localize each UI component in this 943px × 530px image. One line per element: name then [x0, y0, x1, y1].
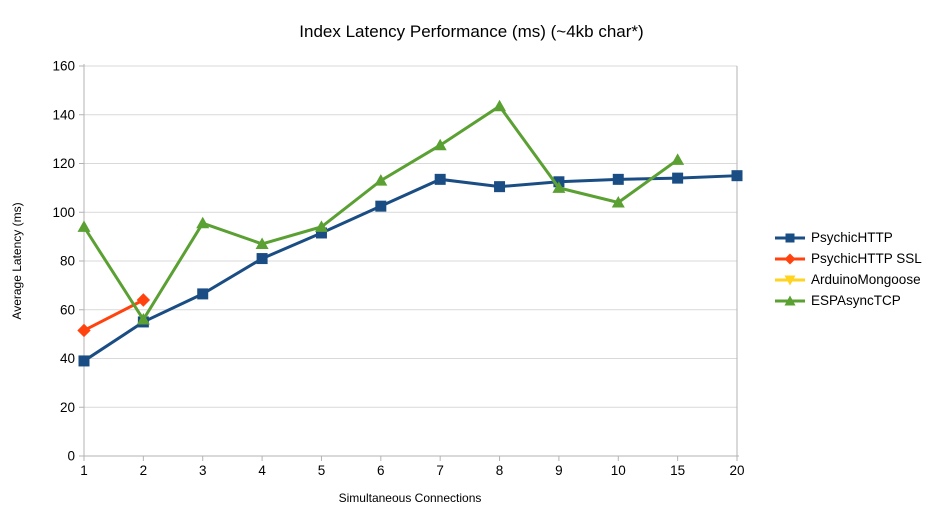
y-tick-label: 0: [67, 449, 75, 464]
legend-label: PsychicHTTP: [811, 230, 893, 245]
marker-square: [731, 170, 743, 182]
x-tick-label: 10: [611, 463, 626, 478]
marker-square: [494, 181, 506, 193]
marker-triangle-up: [136, 313, 150, 325]
legend-marker-diamond-icon: [775, 253, 805, 264]
y-tick-label: 40: [60, 351, 75, 366]
marker-triangle-up: [671, 153, 685, 165]
y-tick-label: 120: [52, 156, 75, 171]
x-tick-label: 15: [670, 463, 685, 478]
legend-label: PsychicHTTP SSL: [811, 251, 922, 266]
marker-square: [612, 173, 624, 185]
x-tick-label: 4: [258, 463, 266, 478]
marker-diamond: [77, 323, 91, 338]
marker-triangle-up: [77, 220, 91, 232]
x-tick-label: 2: [140, 463, 148, 478]
marker-square: [434, 173, 446, 185]
marker-square: [78, 355, 90, 367]
y-tick-label: 160: [52, 59, 75, 74]
legend-label: ESPAsyncTCP: [811, 293, 901, 308]
legend-item: PsychicHTTP SSL: [775, 248, 922, 269]
marker-square: [672, 172, 684, 184]
chart-title: Index Latency Performance (ms) (~4kb cha…: [299, 22, 644, 41]
marker-triangle-up: [255, 237, 269, 249]
marker-diamond: [136, 293, 151, 307]
y-tick-label: 60: [60, 302, 75, 317]
legend-item: ESPAsyncTCP: [775, 290, 922, 311]
series-line: [82, 104, 679, 323]
marker-triangle-up: [552, 181, 566, 193]
x-tick-label: 1: [80, 463, 88, 478]
x-tick-label: 3: [199, 463, 207, 478]
x-tick-label: 9: [555, 463, 563, 478]
legend-marker-square-icon: [775, 233, 805, 242]
legend-marker-triangle-down-icon: [775, 275, 805, 285]
marker-triangle-up: [493, 99, 507, 112]
legend-item: PsychicHTTP: [775, 227, 922, 248]
x-tick-label: 7: [436, 463, 444, 478]
x-tick-label: 8: [496, 463, 504, 478]
x-tick-label: 6: [377, 463, 385, 478]
x-axis-title: Simultaneous Connections: [338, 491, 482, 505]
y-tick-label: 80: [60, 254, 75, 269]
marker-square: [315, 227, 327, 239]
marker-triangle-up: [433, 138, 447, 151]
chart-legend: PsychicHTTP PsychicHTTP SSL ArduinoMongoos…: [775, 227, 922, 311]
x-tick-label: 20: [729, 463, 744, 478]
legend-marker-triangle-up-icon: [775, 295, 805, 305]
y-tick-label: 140: [52, 107, 75, 122]
y-tick-label: 20: [60, 400, 75, 415]
y-tick-label: 100: [52, 205, 75, 220]
legend-item: ArduinoMongoose: [775, 269, 922, 290]
marker-triangle-up: [314, 220, 328, 232]
legend-label: ArduinoMongoose: [811, 272, 921, 287]
series-line: [83, 174, 738, 363]
marker-triangle-up: [374, 174, 388, 186]
marker-square: [197, 288, 209, 300]
x-tick-label: 5: [318, 463, 326, 478]
marker-square: [256, 253, 268, 265]
marker-triangle-up: [196, 216, 210, 229]
marker-triangle-up: [611, 196, 625, 208]
marker-square: [375, 200, 387, 212]
